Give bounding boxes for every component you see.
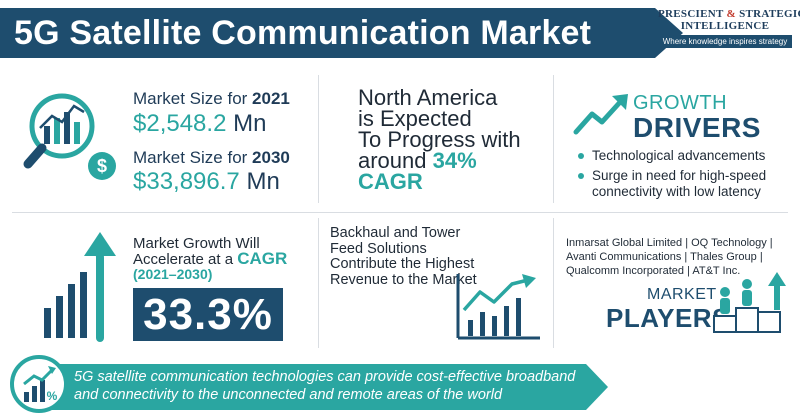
cagr-value: 33.3% — [133, 288, 283, 341]
list-item: Surge in need for high-speed connectivit… — [576, 168, 796, 200]
market-players-list: Inmarsat Global Limited | OQ Technology … — [566, 237, 773, 277]
divider — [12, 212, 788, 213]
market-players-title-2: PLAYERS — [606, 303, 730, 333]
market-size-2030-value: $33,896.7 Mn — [133, 168, 280, 195]
market-size-2021-value: $2,548.2 Mn — [133, 110, 267, 137]
cagr-label: Market Growth Will Accelerate at a CAGR — [133, 236, 313, 267]
svg-text:%: % — [47, 389, 58, 403]
footer-icon-badge — [10, 355, 68, 413]
divider — [318, 218, 319, 348]
divider — [318, 75, 319, 203]
growth-drivers-list: Technological advancements Surge in need… — [576, 148, 796, 204]
na-line-1: North America — [358, 85, 498, 110]
logo-line-1: PRESCIENT & STRATEGIC — [658, 8, 800, 20]
market-size-2021-label: Market Size for 2021 — [133, 89, 290, 108]
divider — [553, 218, 554, 348]
title-banner: 5G Satellite Communication Market — [0, 8, 683, 58]
backhaul-statement: Backhaul and Tower Feed Solutions Contri… — [330, 225, 477, 288]
page-title: 5G Satellite Communication Market — [14, 14, 592, 52]
logo-tagline: Where knowledge inspires strategy — [658, 35, 792, 48]
footer-banner — [30, 364, 608, 410]
rising-bars-arrow-icon — [44, 232, 116, 342]
market-players-title-1: MARKET — [647, 286, 717, 303]
growth-arrow-icon — [573, 94, 628, 135]
cagr-period: (2021–2030) — [133, 266, 213, 282]
logo-line-2: INTELLIGENCE — [680, 20, 770, 32]
people-podium-icon — [713, 272, 786, 333]
company-logo: PRESCIENT & STRATEGIC INTELLIGENCE Where… — [658, 8, 800, 60]
na-line-4: around 34% — [358, 148, 477, 173]
growth-drivers-title-2: DRIVERS — [633, 112, 761, 143]
line-chart-icon — [456, 274, 540, 340]
growth-drivers-title-1: GROWTH — [633, 92, 728, 114]
magnifier-chart-dollar-icon: $ — [23, 93, 116, 180]
na-cagr: CAGR — [358, 169, 423, 194]
list-item: Technological advancements — [576, 148, 796, 164]
divider — [553, 75, 554, 203]
header: 5G Satellite Communication Market PRESCI… — [0, 0, 800, 68]
footer-statement: 5G satellite communication technologies … — [74, 369, 576, 403]
market-size-2030-label: Market Size for 2030 — [133, 148, 290, 167]
na-line-2: is Expected — [358, 106, 472, 131]
svg-text:$: $ — [97, 156, 107, 176]
percent-growth-icon: % — [23, 366, 58, 403]
north-america-statement: North America is Expected To Progress wi… — [358, 85, 538, 194]
cagr-line-2: Accelerate at a CAGR — [133, 249, 288, 268]
na-line-3: To Progress with — [358, 127, 521, 152]
cagr-line-1: Market Growth Will — [133, 235, 260, 252]
